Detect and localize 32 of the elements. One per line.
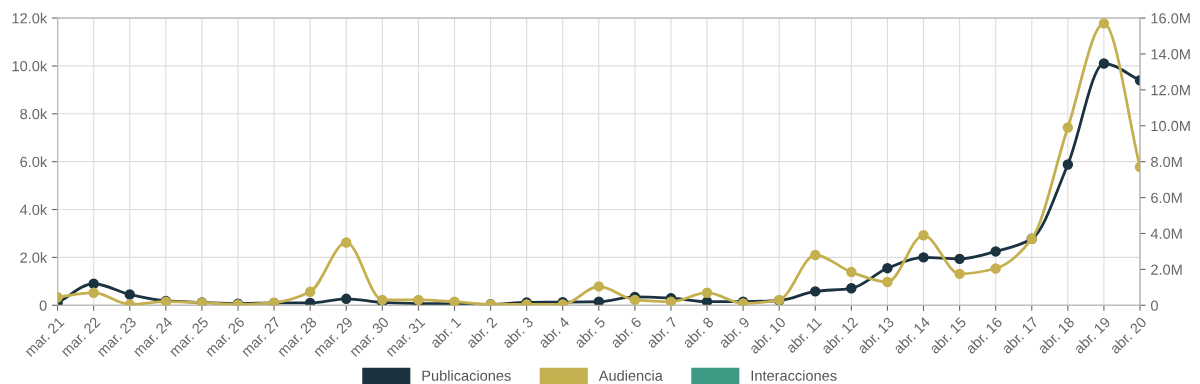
x-tick-label: abr. 8 [681, 316, 715, 349]
x-tick-label: abr. 1 [429, 316, 462, 349]
x-tick-label: abr. 5 [573, 316, 606, 349]
y2-tick-label: 2.0M [1151, 264, 1182, 275]
x-tick-label: abr. 20 [1108, 316, 1148, 355]
legend-label: Interacciones [751, 370, 837, 381]
y-tick-label: 4.0k [19, 204, 48, 215]
y2-tick-label: 6.0M [1151, 192, 1182, 203]
x-tick-label: abr. 3 [501, 316, 534, 349]
y2-tick-label: 12.0M [1151, 84, 1190, 96]
x-tick-label: abr. 10 [748, 316, 787, 355]
x-tick-label: abr. 18 [1036, 316, 1075, 355]
y2-tick-label: 0 [1150, 300, 1158, 311]
x-tick-label: abr. 7 [645, 316, 679, 349]
y2-tick-label: 8.0M [1151, 156, 1182, 168]
y-tick-label: 8.0k [20, 108, 48, 120]
x-tick-label: abr. 11 [784, 316, 823, 354]
x-tick-label: abr. 2 [465, 316, 498, 349]
legend-label: Audiencia [598, 370, 663, 381]
legend-label: Publicaciones [422, 370, 511, 381]
y-tick-label: 10.0k [12, 60, 48, 72]
y2-tick-label: 16.0M [1151, 13, 1190, 24]
y2-tick-label: 14.0M [1151, 49, 1190, 60]
y-tick-label: 0 [39, 300, 47, 311]
y2-tick-label: 4.0M [1150, 228, 1182, 239]
y2-tick-label: 10.0M [1151, 120, 1190, 132]
x-tick-label: abr. 6 [609, 316, 642, 349]
y-tick-label: 2.0k [20, 252, 48, 263]
x-tick-label: abr. 9 [717, 316, 751, 349]
x-tick-label: abr. 4 [537, 316, 570, 349]
y-tick-label: 12.0k [12, 12, 48, 24]
y-tick-label: 6.0k [20, 156, 48, 168]
